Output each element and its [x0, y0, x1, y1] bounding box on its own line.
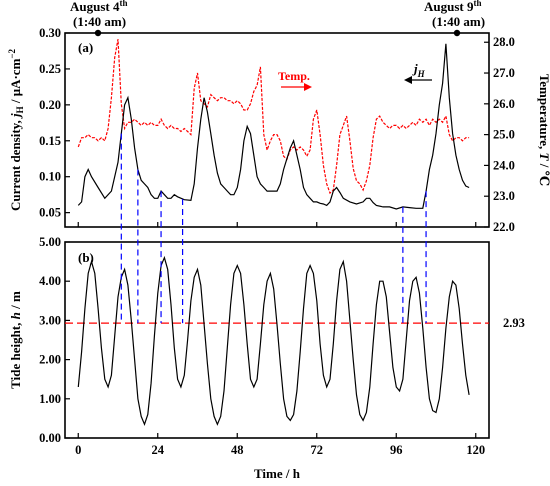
y-tick-label: 0.25: [39, 62, 61, 76]
y-tick-label: 0.10: [39, 170, 61, 184]
x-tick-label: 0: [75, 443, 81, 457]
x-tick-label: 72: [311, 443, 324, 457]
jh-annotation: jH: [404, 61, 432, 84]
x-axis-title: Time / h: [254, 466, 301, 481]
panel-a-right-ticks: 22.0 23.0 24.0 25.0 26.0 27.0 28.0: [484, 35, 515, 234]
panel-a: 0.05 0.10 0.15 0.20 0.25 0.30 22.0 23.0 24.0 25.…: [7, 26, 550, 234]
y-tick-label: 4.00: [39, 274, 61, 288]
y-tick-label: 0.05: [39, 206, 61, 220]
temp-arrowhead-icon: [304, 83, 312, 91]
end-date-label: August 9th: [424, 0, 482, 14]
jh-label: jH: [412, 61, 426, 79]
y-tick-label: 2.00: [39, 353, 61, 367]
panel-a-frame: [64, 32, 490, 228]
y-tick-label: 1.00: [39, 392, 61, 406]
y-tick-label: 0.00: [39, 431, 61, 445]
panel-b-axis-title: Tide height, h / m: [8, 291, 23, 389]
y-tick-label: 0.30: [39, 26, 61, 40]
temperature-line: [77, 39, 470, 195]
panel-b-left-ticks: 0.00 1.00 2.00 3.00 4.00 5.00: [39, 235, 70, 445]
end-time-label: (1:40 am): [432, 14, 485, 29]
x-tick-label: 24: [152, 443, 165, 457]
panel-a-left-axis-title: Current density, jH / μA·cm−2: [7, 48, 25, 211]
y2-tick-label: 24.0: [493, 158, 515, 172]
y2-tick-label: 23.0: [493, 189, 515, 203]
y2-tick-label: 22.0: [493, 220, 515, 234]
panel-a-x-ticks: [77, 222, 477, 227]
y2-tick-label: 27.0: [493, 66, 515, 80]
tide-height-line: [77, 255, 470, 427]
x-tick-label: 120: [466, 443, 485, 457]
panel-b: 0.00 1.00 2.00 3.00 4.00 5.00 0 24 48 72 96 120 2.…: [8, 235, 525, 481]
reference-line-label: 2.93: [503, 316, 525, 330]
y2-tick-label: 25.0: [493, 128, 515, 142]
blue-connectors: [120, 133, 427, 324]
y-tick-label: 3.00: [39, 313, 61, 327]
y-tick-label: 0.20: [39, 98, 61, 112]
current-density-line: [77, 43, 470, 210]
panel-b-frame: [64, 241, 490, 439]
start-date-label: August 4th: [70, 0, 128, 14]
panel-b-x-ticks: 0 24 48 72 96 120: [75, 433, 485, 457]
x-tick-label: 96: [390, 443, 403, 457]
panel-a-right-axis-title: Temperature, T / ℃: [537, 74, 550, 186]
y-tick-label: 0.15: [39, 134, 61, 148]
panel-a-left-ticks: 0.05 0.10 0.15 0.20 0.25 0.30: [39, 26, 70, 220]
y2-tick-label: 26.0: [493, 97, 515, 111]
start-time-label: (1:40 am): [73, 14, 126, 29]
y2-tick-label: 28.0: [493, 35, 515, 49]
panel-a-label: (a): [78, 40, 93, 55]
jh-arrowhead-icon: [404, 76, 412, 84]
date-annotations: August 4th (1:40 am) August 9th (1:40 am…: [70, 0, 485, 37]
temp-annotation: Temp.: [278, 69, 312, 91]
panel-b-label: (b): [78, 250, 94, 265]
y-tick-label: 5.00: [39, 235, 61, 249]
temp-label: Temp.: [278, 69, 310, 83]
x-tick-label: 48: [231, 443, 244, 457]
